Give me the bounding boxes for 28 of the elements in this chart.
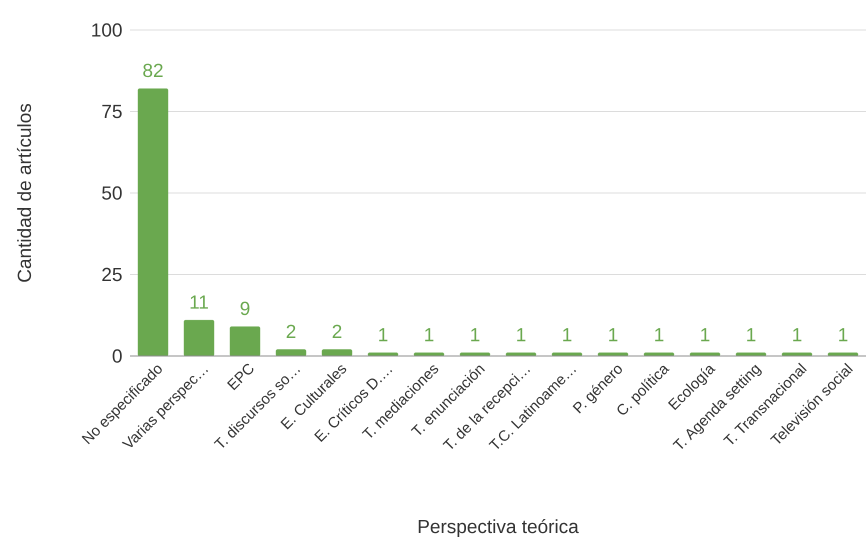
- data-label: 9: [240, 302, 250, 315]
- data-label: 1: [379, 328, 388, 342]
- bar: [322, 349, 352, 356]
- y-tick-label: 100: [92, 23, 122, 37]
- y-axis-title: Cantidad de artículos: [16, 104, 32, 282]
- data-label: 1: [609, 328, 618, 342]
- data-label: 1: [701, 328, 710, 342]
- bar: [276, 349, 306, 356]
- y-tick-label: 25: [102, 268, 122, 282]
- data-label: 82: [143, 64, 163, 78]
- y-tick-label: 0: [112, 349, 122, 363]
- bar: [230, 326, 260, 356]
- x-axis-title: Perspectiva teórica: [418, 518, 579, 537]
- data-label: 1: [655, 328, 664, 342]
- data-label: 1: [517, 328, 526, 342]
- data-label: 2: [286, 324, 296, 338]
- data-label: 11: [190, 295, 208, 308]
- data-label: 1: [471, 328, 480, 342]
- bar: [184, 320, 214, 356]
- data-label: 2: [332, 324, 342, 338]
- bar: [138, 88, 168, 356]
- data-label: 1: [793, 328, 802, 342]
- data-label: 1: [425, 328, 434, 342]
- y-tick-label: 75: [102, 104, 122, 118]
- data-label: 1: [563, 328, 572, 342]
- y-tick-label: 50: [102, 186, 122, 200]
- data-label: 1: [839, 328, 848, 342]
- data-label: 1: [747, 328, 756, 342]
